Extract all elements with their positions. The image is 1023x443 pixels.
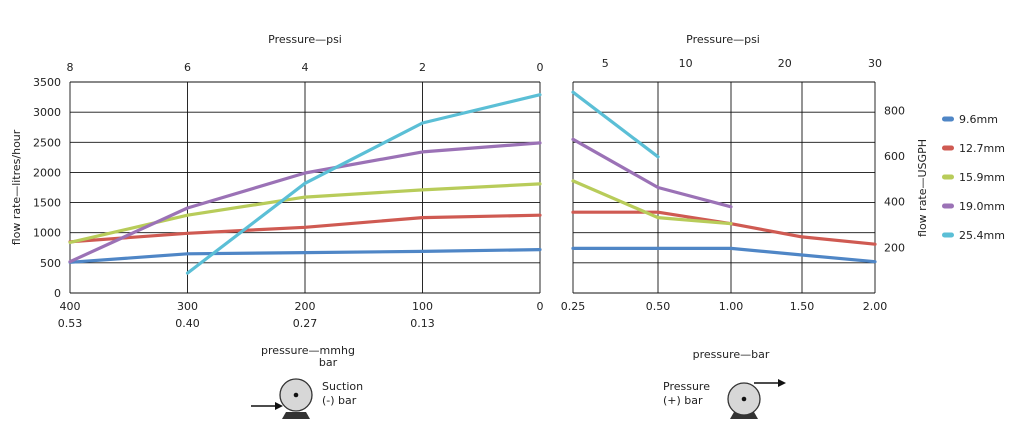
- top-axis-title: Pressure—psi: [686, 33, 760, 46]
- top-tick-label-psi: 4: [302, 61, 309, 74]
- pressure-panel: 0.25 0.50 1.00 1.50 2.00 200 400 600 800 5 10 20 30 P…: [561, 33, 929, 361]
- legend-label: 25.4mm: [959, 229, 1005, 242]
- legend-swatch: [942, 116, 954, 122]
- y-tick-label-usgph: 200: [884, 241, 905, 254]
- x-axis-title: pressure—bar: [693, 348, 770, 361]
- legend-label: 9.6mm: [959, 113, 998, 126]
- legend: 9.6mm 12.7mm 15.9mm 19.0mm 25.4mm: [942, 113, 1005, 242]
- series-line-25-4mm: [571, 90, 660, 159]
- series-line-25-4mm: [185, 93, 542, 275]
- legend-label: 12.7mm: [959, 142, 1005, 155]
- y-axis-title: flow rate—litres/hour: [10, 129, 23, 245]
- x-tick-label-bar: 0.25: [561, 300, 586, 313]
- y-tick-label: 2500: [33, 136, 61, 149]
- y-tick-label: 500: [40, 257, 61, 270]
- series-line-9-6mm: [68, 248, 542, 264]
- x-tick-label-bar: 0.50: [646, 300, 671, 313]
- y-tick-label: 2000: [33, 166, 61, 179]
- pump-center-icon: [293, 392, 299, 398]
- y-tick-label-usgph: 600: [884, 150, 905, 163]
- suction-bar-label: (-) bar: [322, 394, 357, 407]
- y-tick-label: 1500: [33, 197, 61, 210]
- x-tick-label-bar: 2.00: [863, 300, 888, 313]
- legend-label: 19.0mm: [959, 200, 1005, 213]
- top-tick-label-psi: 6: [184, 61, 191, 74]
- y-tick-label: 3500: [33, 76, 61, 89]
- x-axis-title: pressure—mmhg: [261, 344, 355, 357]
- x-tick-label-mmhg: 400: [60, 300, 81, 313]
- x-tick-label-mmhg: 100: [412, 300, 433, 313]
- arrow-head-icon: [275, 402, 283, 410]
- x-tick-label-bar: 0.27: [293, 317, 318, 330]
- y-tick-label-usgph: 800: [884, 104, 905, 117]
- pressure-bar-label: (+) bar: [663, 394, 703, 407]
- series-line-12-7mm: [571, 210, 877, 246]
- x-tick-label-bar: 1.00: [719, 300, 744, 313]
- top-tick-label-psi: 0: [537, 61, 544, 74]
- top-tick-label-psi: 10: [679, 57, 693, 70]
- pressure-pump-group: Pressure (+) bar: [663, 379, 786, 419]
- legend-swatch: [942, 203, 954, 209]
- legend-swatch: [942, 232, 954, 238]
- legend-swatch: [942, 145, 954, 151]
- legend-label: 15.9mm: [959, 171, 1005, 184]
- series-line-9-6mm: [571, 246, 877, 264]
- pump-base-icon: [282, 412, 310, 419]
- x-tick-label-bar: 1.50: [790, 300, 815, 313]
- y-tick-label: 1000: [33, 227, 61, 240]
- suction-panel: 05001000150020002500300035004000.5383000…: [10, 33, 544, 369]
- top-tick-label-psi: 30: [868, 57, 882, 70]
- top-tick-label-psi: 8: [67, 61, 74, 74]
- top-tick-label-psi: 2: [419, 61, 426, 74]
- x-tick-label-mmhg: 300: [177, 300, 198, 313]
- x-tick-label-bar: 0.40: [175, 317, 200, 330]
- pressure-label: Pressure: [663, 380, 710, 393]
- series-line-19-0mm: [571, 137, 733, 209]
- top-tick-label-psi: 20: [778, 57, 792, 70]
- arrow-head-icon: [778, 379, 786, 387]
- y-tick-label: 3000: [33, 106, 61, 119]
- top-axis-title: Pressure—psi: [268, 33, 342, 46]
- x-axis-subtitle: bar: [319, 356, 338, 369]
- series-line-19-0mm: [68, 141, 542, 264]
- x-tick-label-mmhg: 200: [295, 300, 316, 313]
- pump-center-icon: [741, 396, 747, 402]
- x-tick-label-bar: 0.13: [410, 317, 435, 330]
- y-tick-label: 0: [54, 287, 61, 300]
- y-tick-label-usgph: 400: [884, 196, 905, 209]
- series-line-12-7mm: [68, 213, 542, 244]
- suction-pump-group: Suction (-) bar: [251, 378, 363, 419]
- legend-swatch: [942, 174, 954, 180]
- top-tick-label-psi: 5: [602, 57, 609, 70]
- y-axis-title: flow rate—USGPH: [916, 139, 929, 237]
- x-tick-label-bar: 0.53: [58, 317, 83, 330]
- series-line-15-9mm: [571, 179, 733, 226]
- x-tick-label-mmhg: 0: [537, 300, 544, 313]
- suction-label: Suction: [322, 380, 363, 393]
